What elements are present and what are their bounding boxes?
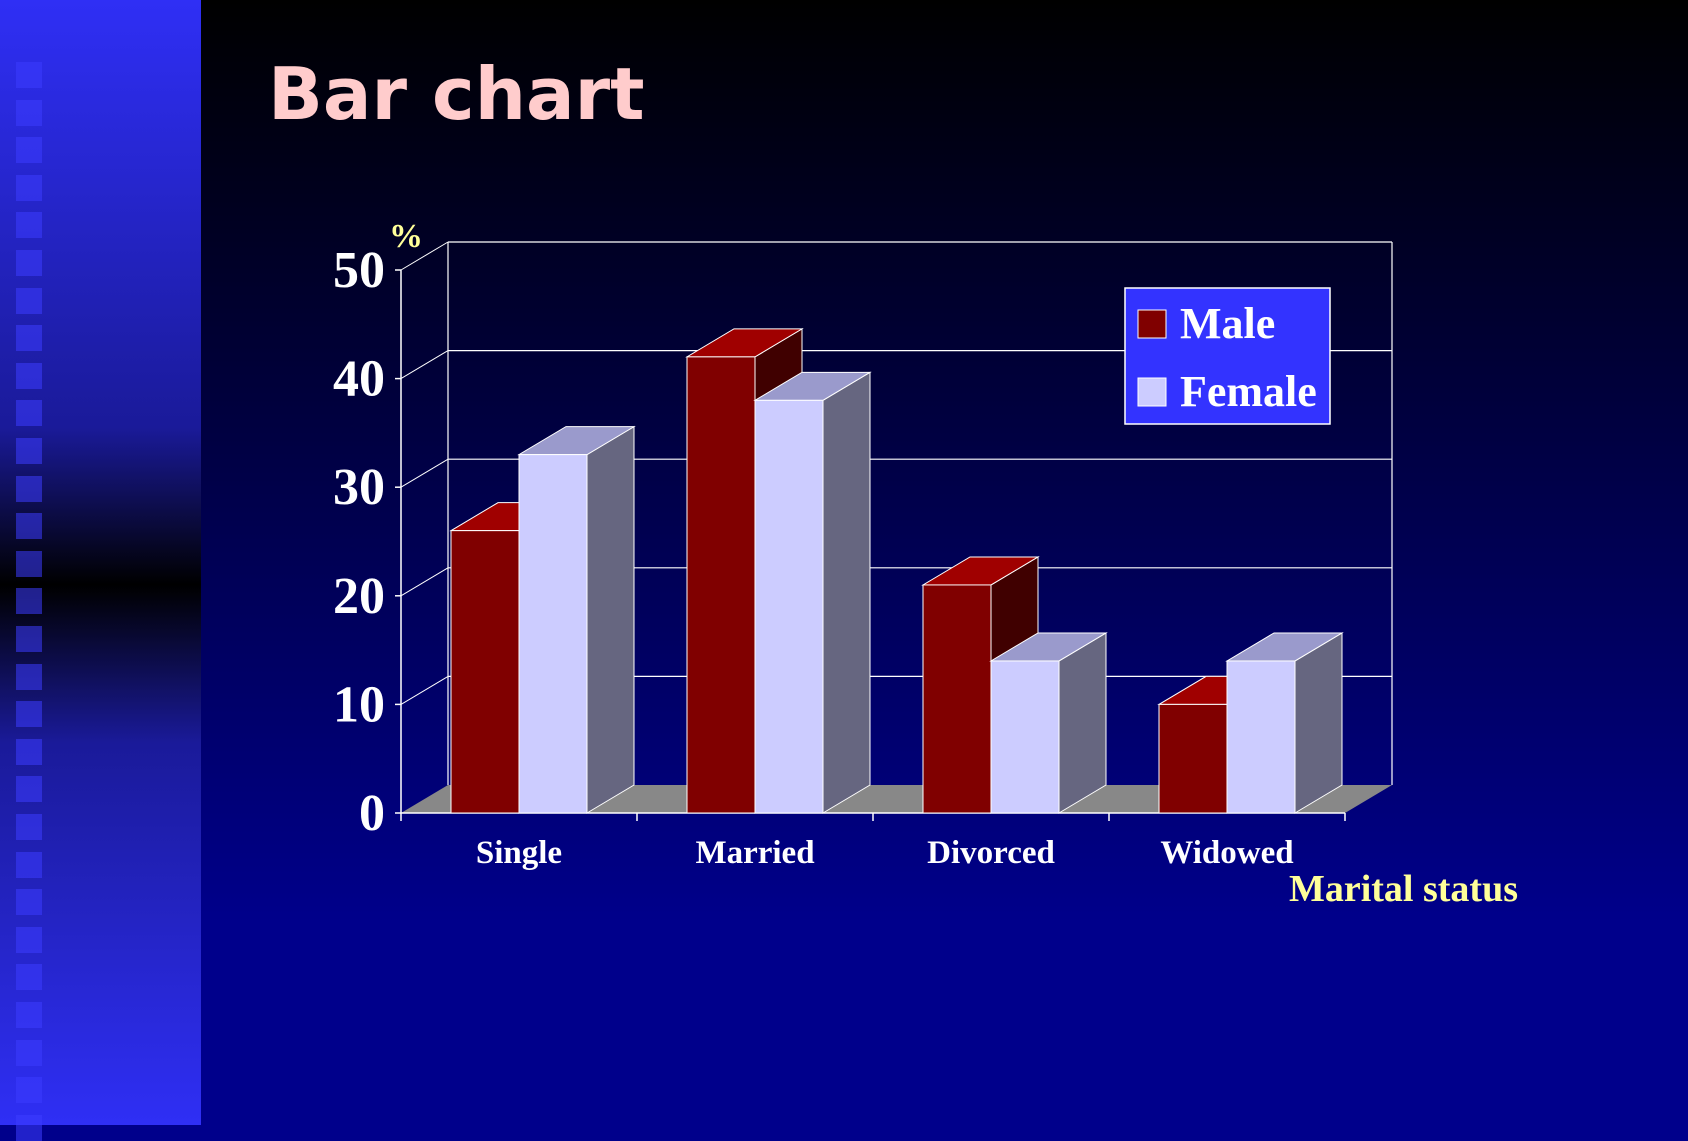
sidebar-square bbox=[16, 851, 42, 878]
gridline-side bbox=[400, 567, 449, 597]
y-tick-label: 40 bbox=[333, 351, 385, 408]
sidebar-square bbox=[16, 776, 42, 803]
y-tick-label: 20 bbox=[333, 568, 385, 625]
gridline-side bbox=[400, 458, 449, 488]
bar-front bbox=[518, 454, 588, 814]
bar-front bbox=[754, 399, 824, 814]
legend-swatch bbox=[1137, 377, 1167, 407]
x-tick-label: Single bbox=[476, 835, 562, 871]
bar-side bbox=[1058, 632, 1107, 814]
sidebar-square bbox=[16, 1002, 42, 1028]
sidebar-square bbox=[16, 400, 42, 427]
bar-female-single bbox=[517, 425, 636, 814]
y-tick-label: 0 bbox=[359, 785, 385, 842]
sidebar-square bbox=[16, 663, 42, 690]
sidebar-square bbox=[16, 325, 42, 352]
chart-floor bbox=[401, 785, 1392, 813]
bar-front bbox=[686, 356, 756, 814]
sidebar-square bbox=[16, 212, 42, 239]
legend-label: Female bbox=[1180, 367, 1317, 416]
gridline-side bbox=[400, 675, 449, 705]
sidebar-square bbox=[16, 362, 42, 389]
chart-axes: 0 10 20 30 40 50 Single Married Divorced Widowed bbox=[333, 242, 1346, 871]
bar-female-divorced bbox=[989, 632, 1108, 814]
gridline-side bbox=[400, 350, 449, 380]
chart-legend: Male Female bbox=[1124, 287, 1331, 425]
y-axis-label: % bbox=[389, 218, 423, 255]
x-tick-label: Divorced bbox=[927, 835, 1055, 871]
sidebar-decoration bbox=[0, 0, 201, 1141]
bar-side bbox=[822, 371, 871, 814]
bar-female-married bbox=[753, 371, 872, 814]
legend-label: Male bbox=[1180, 299, 1275, 348]
bar-front bbox=[450, 530, 520, 814]
sidebar-square bbox=[16, 550, 42, 577]
sidebar-square bbox=[16, 1077, 42, 1104]
y-tick-label: 10 bbox=[333, 676, 385, 733]
sidebar-square bbox=[16, 588, 42, 615]
x-tick-label: Married bbox=[695, 835, 814, 871]
sidebar-square bbox=[16, 926, 42, 953]
sidebar-square bbox=[16, 99, 42, 126]
sidebar-square bbox=[16, 62, 42, 88]
bar-female-widowed bbox=[1225, 632, 1344, 814]
bar-side bbox=[586, 425, 635, 814]
chart-floor-plane bbox=[401, 785, 1392, 813]
bar-front bbox=[990, 660, 1060, 814]
gridline-side bbox=[400, 241, 449, 271]
sidebar-square bbox=[16, 438, 42, 464]
sidebar-square bbox=[16, 701, 42, 728]
sidebar-square bbox=[16, 964, 42, 991]
sidebar-square bbox=[16, 250, 42, 276]
x-axis-label: Marital status bbox=[1289, 868, 1518, 910]
sidebar-square bbox=[16, 174, 42, 201]
legend-swatch bbox=[1137, 309, 1167, 339]
sidebar-square bbox=[16, 738, 42, 765]
bar-front bbox=[1226, 660, 1296, 814]
sidebar-square bbox=[16, 137, 42, 164]
sidebar-square bbox=[16, 889, 42, 916]
y-tick-label: 30 bbox=[333, 459, 385, 516]
y-tick-label: 50 bbox=[333, 242, 385, 299]
sidebar-square bbox=[16, 513, 42, 540]
bar-front bbox=[1158, 703, 1228, 814]
chart-bars bbox=[449, 328, 1344, 814]
sidebar-square bbox=[16, 287, 42, 314]
sidebar-square bbox=[16, 814, 42, 840]
bar-front bbox=[922, 584, 992, 814]
bar-side bbox=[1294, 632, 1343, 814]
page-title: Bar chart bbox=[268, 52, 645, 136]
x-tick-label: Widowed bbox=[1160, 835, 1293, 871]
sidebar-square bbox=[16, 475, 42, 502]
sidebar-square bbox=[16, 1039, 42, 1066]
sidebar-square bbox=[16, 626, 42, 652]
slide-background bbox=[201, 0, 1688, 1125]
